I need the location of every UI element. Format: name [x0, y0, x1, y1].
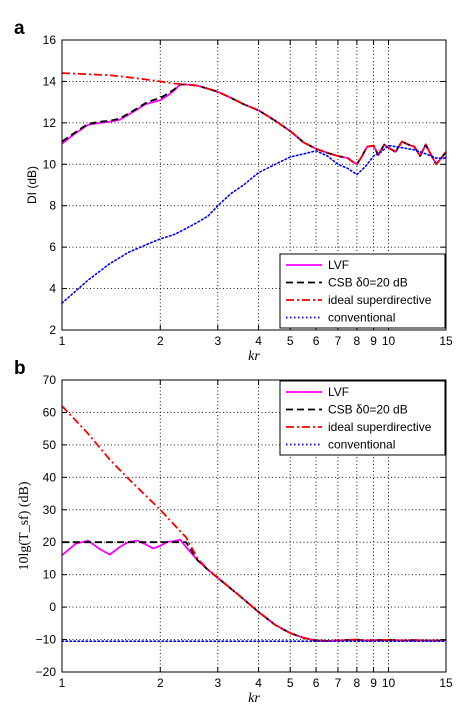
y-tick-label: 0: [49, 600, 56, 614]
y-tick-label: 2: [49, 323, 56, 337]
panel-b-ylabel: 10lg(T_sf) (dB): [17, 481, 32, 570]
y-tick-label: −10: [36, 633, 57, 647]
x-tick-label: 6: [313, 334, 320, 348]
legend-label: LVF: [328, 258, 349, 272]
legend-label: ideal superdirective: [328, 420, 432, 434]
x-tick-label: 9: [370, 676, 377, 690]
y-tick-label: 4: [49, 282, 56, 296]
x-tick-label: 2: [157, 334, 164, 348]
x-tick-label: 2: [157, 676, 164, 690]
series-line-csb: [62, 541, 447, 642]
x-tick-label: 10: [382, 334, 396, 348]
y-tick-label: 6: [49, 240, 56, 254]
y-tick-label: 70: [43, 373, 57, 387]
x-tick-label: 9: [370, 334, 377, 348]
y-tick-label: 50: [43, 438, 57, 452]
panel-b-ticks: 1 2 3 4 5 6 7 8 9 10 15 −20 −10 0 10 20 30 40 50 60 70: [36, 373, 453, 690]
x-tick-label: 6: [313, 676, 320, 690]
legend-box: [279, 253, 446, 329]
x-tick-label: 5: [287, 334, 294, 348]
panel-b-grid: [62, 380, 446, 672]
panel-a-series: [61, 72, 447, 304]
y-tick-label: 40: [43, 470, 57, 484]
x-tick-label: 3: [214, 334, 221, 348]
panel-b-legend: LVF CSB δ0=20 dB ideal superdirective conve…: [279, 380, 446, 456]
series-line-ideal: [61, 405, 447, 642]
y-tick-label: 60: [43, 405, 57, 419]
series-line-csb: [61, 83, 447, 166]
panel-b-frame: [61, 379, 447, 673]
y-tick-label: 20: [43, 535, 57, 549]
x-tick-label: 10: [382, 676, 396, 690]
series-line-ideal: [61, 72, 447, 166]
x-tick-label: 5: [287, 676, 294, 690]
x-tick-label: 4: [255, 334, 262, 348]
panel-a-frame: [61, 39, 447, 331]
legend-label: ideal superdirective: [328, 293, 432, 307]
panel-letter-b: b: [14, 358, 26, 379]
legend-label: CSB δ0=20 dB: [328, 403, 408, 417]
panel-b-series: [61, 405, 447, 643]
x-tick-label: 3: [214, 676, 221, 690]
y-tick-label: 10: [43, 157, 57, 171]
y-tick-label: 10: [43, 568, 57, 582]
x-tick-label: 7: [335, 676, 342, 690]
legend-label: LVF: [328, 385, 349, 399]
x-tick-label: 8: [354, 334, 361, 348]
x-tick-label: 4: [255, 676, 262, 690]
y-tick-label: 16: [43, 33, 57, 47]
y-tick-label: 12: [43, 116, 57, 130]
y-tick-label: 30: [43, 503, 57, 517]
legend-box: [279, 380, 446, 456]
legend-label: CSB δ0=20 dB: [328, 276, 408, 290]
series-line-conventional: [61, 144, 447, 304]
legend-label: conventional: [328, 438, 395, 452]
x-tick-label: 15: [439, 676, 453, 690]
x-tick-label: 7: [335, 334, 342, 348]
y-tick-label: 8: [49, 199, 56, 213]
x-tick-label: 1: [59, 334, 66, 348]
x-tick-label: 1: [59, 676, 66, 690]
y-tick-label: 14: [43, 74, 57, 88]
y-tick-label: −20: [36, 665, 57, 679]
x-tick-label: 8: [354, 676, 361, 690]
x-tick-label: 15: [439, 334, 453, 348]
panel-a-ylabel: DI (dB): [25, 166, 39, 204]
panel-a-legend: LVF CSB δ0=20 dB ideal superdirective conve…: [279, 253, 446, 329]
legend-label: conventional: [328, 311, 395, 325]
panel-a-xlabel: kr: [248, 349, 260, 364]
panel-b-xlabel: kr: [248, 691, 260, 706]
panel-letter-a: a: [14, 18, 25, 39]
